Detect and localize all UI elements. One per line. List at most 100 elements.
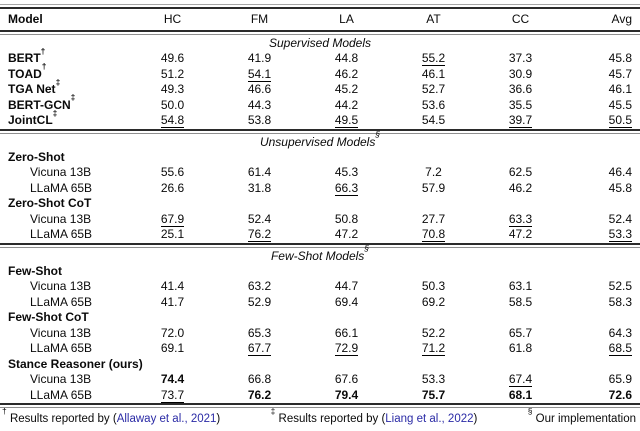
score-cell: 50.8: [303, 212, 390, 228]
table-row: LLaMA 65B 25.1 76.2 47.2 70.8 47.2 53.3: [0, 227, 640, 243]
score-cell: 69.2: [390, 295, 477, 311]
score-value: 45.7: [608, 66, 632, 81]
table-row: Vicuna 13B 67.9 52.4 50.8 27.7 63.3 52.4: [0, 212, 640, 228]
footnote-text: Results reported by (: [278, 413, 386, 425]
section-rule: [0, 128, 640, 134]
score-cell: 45.8: [564, 51, 640, 67]
citation-link[interactable]: Allaway et al., 2021: [116, 413, 217, 425]
model-name-label: LLaMA 65B: [30, 387, 93, 402]
score-value: 67.9: [160, 211, 185, 227]
score-value: 69.1: [160, 341, 185, 355]
footnote: § Our implementation: [528, 406, 636, 426]
score-value: 46.4: [608, 165, 632, 179]
score-value: 61.4: [247, 165, 272, 179]
score-value: 71.2: [421, 341, 446, 357]
top-rule: [0, 4, 640, 9]
footnote-marker: §: [527, 405, 533, 416]
table-body: Supervised Models BERT† 49.6 41.9 44.8 55.2 37…: [0, 35, 640, 403]
score-cell: 52.7: [390, 82, 477, 98]
score-cell: 53.8: [216, 113, 303, 129]
score-cell: 63.1: [477, 279, 564, 295]
score-value: 52.5: [608, 279, 632, 293]
section-heading-label: Few-Shot Models: [270, 248, 365, 263]
citation-link[interactable]: Liang et al., 2022: [385, 413, 474, 425]
score-cell: 52.4: [564, 212, 640, 228]
score-cell: 67.6: [303, 372, 390, 388]
score-value: 52.2: [421, 325, 446, 340]
model-name-label: Vicuna 13B: [30, 165, 92, 179]
score-cell: 65.3: [216, 326, 303, 342]
model-name: LLaMA 65B: [0, 295, 129, 311]
score-value: 75.7: [421, 387, 446, 402]
score-cell: 46.2: [303, 67, 390, 83]
score-value: 65.7: [508, 325, 533, 340]
model-name: Stance Reasoner (ours): [0, 357, 143, 373]
model-name-label: Zero-Shot: [8, 149, 65, 164]
score-value: 58.3: [608, 294, 632, 309]
col-header-hc: HC: [163, 12, 182, 26]
table-row: Vicuna 13B 55.6 61.4 45.3 7.2 62.5 46.4: [0, 165, 640, 181]
score-value: 44.8: [334, 51, 359, 65]
footnote-marker: ‡: [270, 405, 276, 416]
col-header-avg: Avg: [611, 12, 632, 26]
score-cell: 44.8: [303, 51, 390, 67]
model-name: LLaMA 65B: [0, 341, 129, 357]
score-value: 30.9: [508, 66, 533, 81]
model-name: LLaMA 65B: [0, 227, 129, 243]
score-cell: 52.9: [216, 295, 303, 311]
score-cell: 55.2: [390, 51, 477, 67]
score-value: 62.5: [508, 165, 533, 179]
score-cell: 30.9: [477, 67, 564, 83]
table-row: JointCL‡ 54.8 53.8 49.5 54.5 39.7 50.5: [0, 108, 640, 129]
score-cell: 71.2: [390, 341, 477, 357]
score-value: 50.0: [160, 97, 185, 112]
score-value: 55.2: [421, 51, 446, 67]
score-cell: 58.3: [564, 295, 640, 311]
score-cell: 52.2: [390, 326, 477, 342]
score-cell: 69.1: [129, 341, 216, 357]
score-value: 36.6: [508, 82, 533, 96]
score-value: 65.9: [608, 372, 632, 386]
footnotes: † Results reported by (Allaway et al., 2…: [0, 406, 640, 426]
score-cell: 74.4: [129, 372, 216, 388]
score-value: 61.8: [508, 341, 533, 355]
score-value: 49.3: [160, 82, 185, 96]
score-value: 7.2: [425, 165, 442, 179]
model-name-label: BERT-GCN: [8, 97, 71, 112]
score-cell: 44.7: [303, 279, 390, 295]
score-value: 79.4: [334, 387, 359, 402]
score-value: 76.2: [247, 227, 272, 243]
score-cell: 53.3: [390, 372, 477, 388]
score-cell: 63.2: [216, 279, 303, 295]
score-cell: 76.2: [216, 227, 303, 243]
model-name-label: TGA Net: [8, 82, 56, 96]
score-value: 72.0: [160, 325, 185, 340]
score-cell: 54.1: [216, 67, 303, 83]
bottom-rule: [0, 403, 640, 408]
model-name-label: LLaMA 65B: [30, 294, 93, 309]
header-rule: [0, 30, 640, 35]
table-row: BERT-GCN‡ 50.0 44.3 44.2 53.6 35.5 45.5: [0, 93, 640, 114]
model-name: Vicuna 13B: [0, 165, 129, 181]
score-cell: 52.5: [564, 279, 640, 295]
score-value: 45.5: [608, 97, 632, 112]
model-superscript: ‡: [70, 92, 76, 102]
score-cell: 62.5: [477, 165, 564, 181]
score-value: 53.3: [421, 372, 446, 386]
score-cell: 46.2: [477, 181, 564, 197]
score-value: 54.8: [160, 113, 185, 129]
score-cell: 66.1: [303, 326, 390, 342]
model-superscript: ‡: [55, 76, 61, 87]
score-cell: 41.7: [129, 295, 216, 311]
score-cell: 44.3: [216, 98, 303, 114]
score-cell: 49.3: [129, 82, 216, 98]
score-value: 41.7: [160, 294, 185, 309]
model-name-label: Stance Reasoner (ours): [8, 356, 143, 371]
score-value: 66.1: [334, 325, 359, 340]
model-name-label: LLaMA 65B: [30, 180, 93, 195]
score-cell: 68.1: [477, 388, 564, 404]
score-cell: 64.3: [564, 326, 640, 342]
model-name-label: Zero-Shot CoT: [8, 196, 92, 210]
table-row: TGA Net‡ 49.3 46.6 45.2 52.7 36.6 46.1: [0, 77, 640, 98]
score-cell: 46.4: [564, 165, 640, 181]
